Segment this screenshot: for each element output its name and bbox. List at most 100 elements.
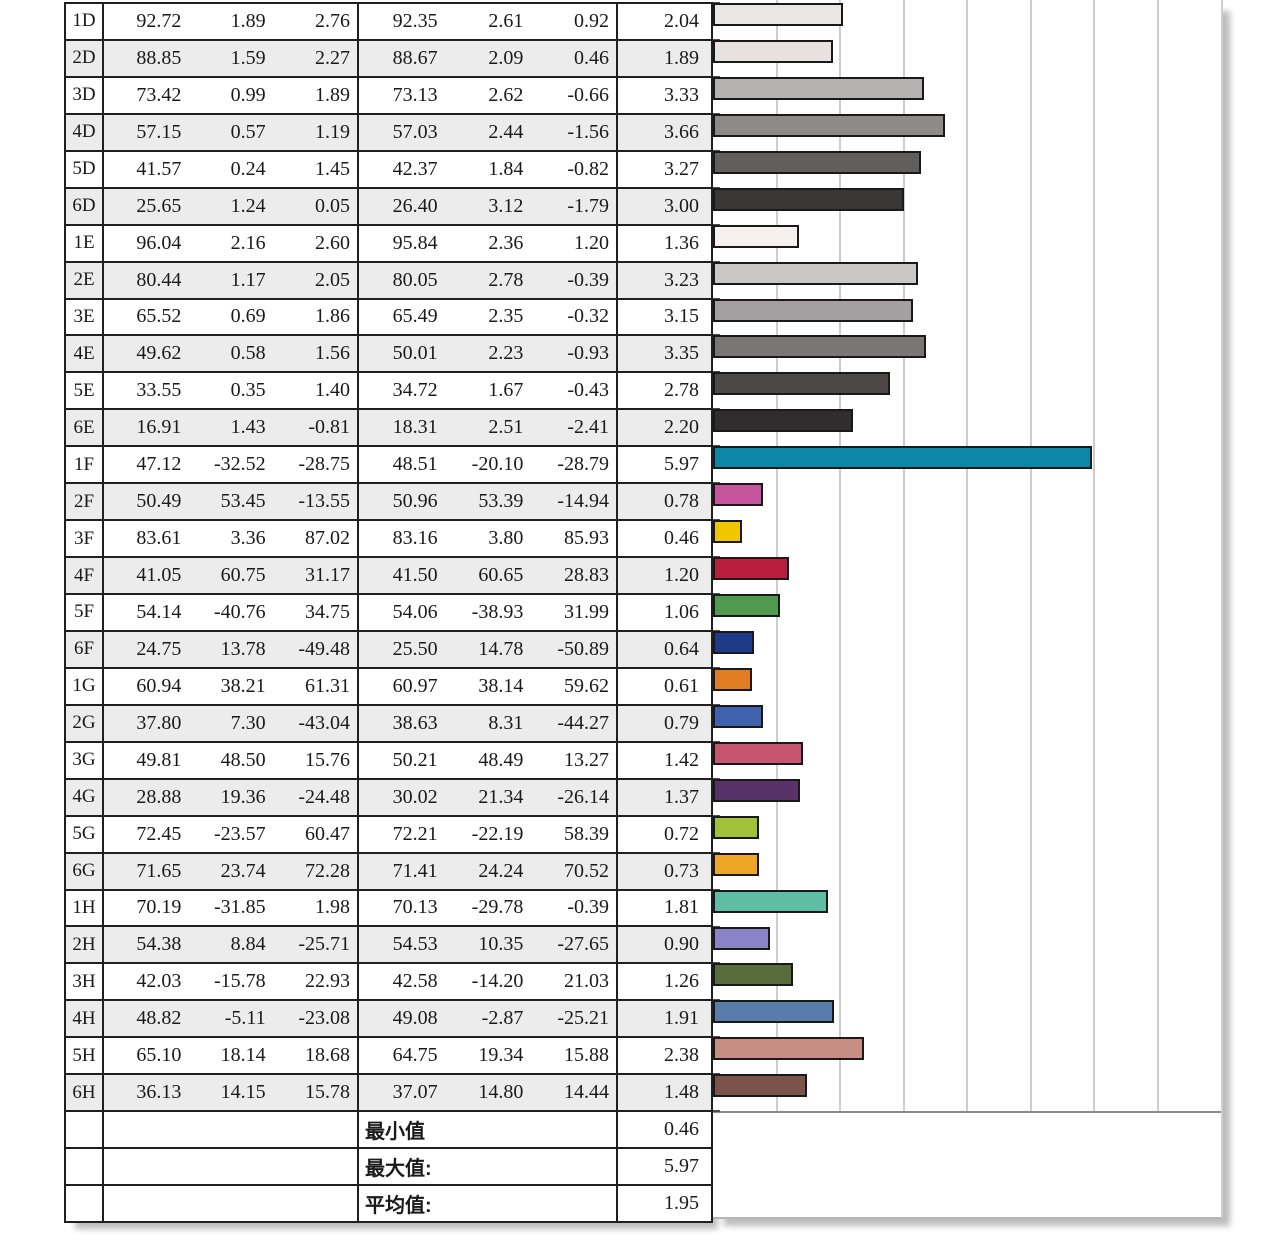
delta-e-value: 3.66 [616,112,713,152]
reference-lab-cell-component-0: 42.03 [136,970,182,993]
reference-lab-cell-component-1: -5.11 [224,1007,266,1030]
measured-lab-cell: 26.40 3.12 -1.79 [357,186,618,226]
gridline [775,0,778,1111]
measured-lab-cell: 92.35 2.61 0.92 [357,2,618,41]
reference-lab-cell-component-0: 16.91 [136,416,182,439]
measured-lab-cell: 88.67 2.09 0.46 [357,38,618,78]
measured-lab-cell-component-1: 2.09 [488,46,524,69]
reference-lab-cell-component-1: 0.57 [230,120,266,143]
patch-label: 2E [64,260,104,300]
summary-empty-label-cell [64,1110,104,1150]
reference-lab-cell-component-1: 38.21 [220,674,266,697]
measured-lab-cell-component-2: -26.14 [557,785,610,808]
reference-lab-cell: 36.13 14.15 15.78 [102,1073,359,1113]
de-bar [713,39,833,63]
de-bar [713,1000,835,1024]
table-row: 3E 65.52 0.69 1.86 65.49 2.35 -0.32 3.15 [64,297,713,337]
delta-e-value: 3.27 [616,149,713,189]
reference-lab-cell: 73.42 0.99 1.89 [102,75,359,115]
reference-lab-cell: 24.75 13.78 -49.48 [102,629,359,669]
reference-lab-cell-component-1: -23.57 [213,822,266,845]
reference-lab-cell-component-1: -40.76 [213,600,266,623]
gridline [839,0,841,1111]
measured-lab-cell-component-1: 19.34 [478,1044,524,1067]
reference-lab-cell-component-1: 2.16 [230,231,266,254]
table-row: 2D 88.85 1.59 2.27 88.67 2.09 0.46 1.89 [64,38,713,78]
delta-e-value: 3.35 [616,334,713,374]
table-row: 3G 49.81 48.50 15.76 50.21 48.49 13.27 1.42 [64,740,713,780]
table-row: 6H 36.13 14.15 15.78 37.07 14.80 14.44 1.48 [64,1073,713,1113]
measured-lab-cell-component-2: -2.41 [567,416,610,439]
de-bar [713,3,843,26]
measured-lab-cell-component-2: -1.79 [567,194,610,217]
measured-lab-cell-component-1: 10.35 [478,933,524,956]
de-bar [713,778,800,802]
reference-lab-cell-component-1: -32.52 [213,453,266,476]
table-row: 5D 41.57 0.24 1.45 42.37 1.84 -0.82 3.27 [64,149,713,189]
delta-e-value: 2.20 [616,408,713,448]
measured-lab-cell-component-2: 85.93 [564,527,610,550]
measured-lab-cell-component-0: 80.05 [392,268,438,291]
table-row: 2G 37.80 7.30 -43.04 38.63 8.31 -44.27 0.79 [64,703,713,743]
reference-lab-cell-component-1: 0.69 [230,305,266,328]
reference-lab-cell-component-0: 88.85 [136,46,182,69]
reference-lab-cell-component-1: 1.24 [230,194,266,217]
delta-e-value: 1.26 [616,962,713,1002]
table-row: 3D 73.42 0.99 1.89 73.13 2.62 -0.66 3.33 [64,75,713,115]
reference-lab-cell-component-0: 71.65 [136,859,182,882]
patch-label: 3D [64,75,104,115]
reference-lab-cell: 41.57 0.24 1.45 [102,149,359,189]
measured-lab-cell-component-1: 2.35 [488,305,524,328]
delta-e-value: 0.72 [616,814,713,854]
reference-lab-cell-component-0: 72.45 [136,822,182,845]
measured-lab-cell-component-1: 2.23 [488,342,524,365]
axis-tick [713,1110,720,1113]
measured-lab-cell-component-1: 2.61 [488,9,524,32]
reference-lab-cell: 88.85 1.59 2.27 [102,38,359,78]
patch-label: 2G [64,703,104,743]
reference-lab-cell-component-2: -24.48 [298,785,350,808]
delta-e-value: 2.04 [616,2,713,41]
measured-lab-cell-component-1: -38.93 [471,600,524,623]
reference-lab-cell-component-2: 72.28 [304,859,350,882]
measured-lab-cell: 57.03 2.44 -1.56 [357,112,618,152]
table-row: 5F 54.14 -40.76 34.75 54.06 -38.93 31.99 1.06 [64,593,713,632]
measured-lab-cell: 42.37 1.84 -0.82 [357,149,618,189]
measured-lab-cell-component-2: 13.27 [564,748,610,771]
measured-lab-cell-component-0: 42.37 [392,157,438,180]
de-bar [713,1037,865,1061]
de-bar [713,815,759,839]
de-bar [713,150,921,174]
reference-lab-cell-component-2: -25.71 [298,933,350,956]
measured-lab-cell: 42.58 -14.20 21.03 [357,962,618,1002]
measured-lab-cell: 83.16 3.80 85.93 [357,519,618,559]
summary-empty-cell [102,1147,359,1186]
measured-lab-cell-component-0: 65.49 [392,305,438,328]
summary-stat-label: 最小值 [365,1121,425,1144]
summary-stat-cell: 平均值: [357,1184,618,1223]
measured-lab-cell-component-1: 3.80 [488,527,524,550]
reference-lab-cell-component-0: 60.94 [136,674,182,697]
reference-lab-cell-component-2: 61.31 [304,674,350,697]
measured-lab-cell-component-2: -0.43 [567,379,610,402]
reference-lab-cell-component-0: 36.13 [136,1081,182,1104]
measured-lab-cell: 80.05 2.78 -0.39 [357,260,618,300]
measured-lab-cell: 41.50 60.65 28.83 [357,556,618,595]
measured-lab-cell-component-1: -22.19 [471,822,524,845]
patch-label: 6G [64,851,104,891]
measured-lab-cell: 70.13 -29.78 -0.39 [357,888,618,928]
measured-lab-cell-component-0: 92.35 [392,9,438,32]
reference-lab-cell-component-1: 60.75 [220,564,266,587]
de-bar [713,187,904,211]
de-bar [713,335,926,359]
reference-lab-cell: 49.81 48.50 15.76 [102,740,359,780]
reference-lab-cell: 60.94 38.21 61.31 [102,666,359,706]
de-bar [713,76,925,100]
measured-lab-cell: 50.01 2.23 -0.93 [357,334,618,374]
de-bar [713,889,828,913]
summary-stat-value: 1.95 [616,1184,713,1223]
reference-lab-cell-component-2: 1.98 [314,896,350,919]
patch-label: 5E [64,371,104,411]
measured-lab-cell: 18.31 2.51 -2.41 [357,408,618,448]
lab-table: 1D 92.72 1.89 2.76 92.35 2.61 0.92 2.04 2D 88.85 1… [64,2,713,1223]
